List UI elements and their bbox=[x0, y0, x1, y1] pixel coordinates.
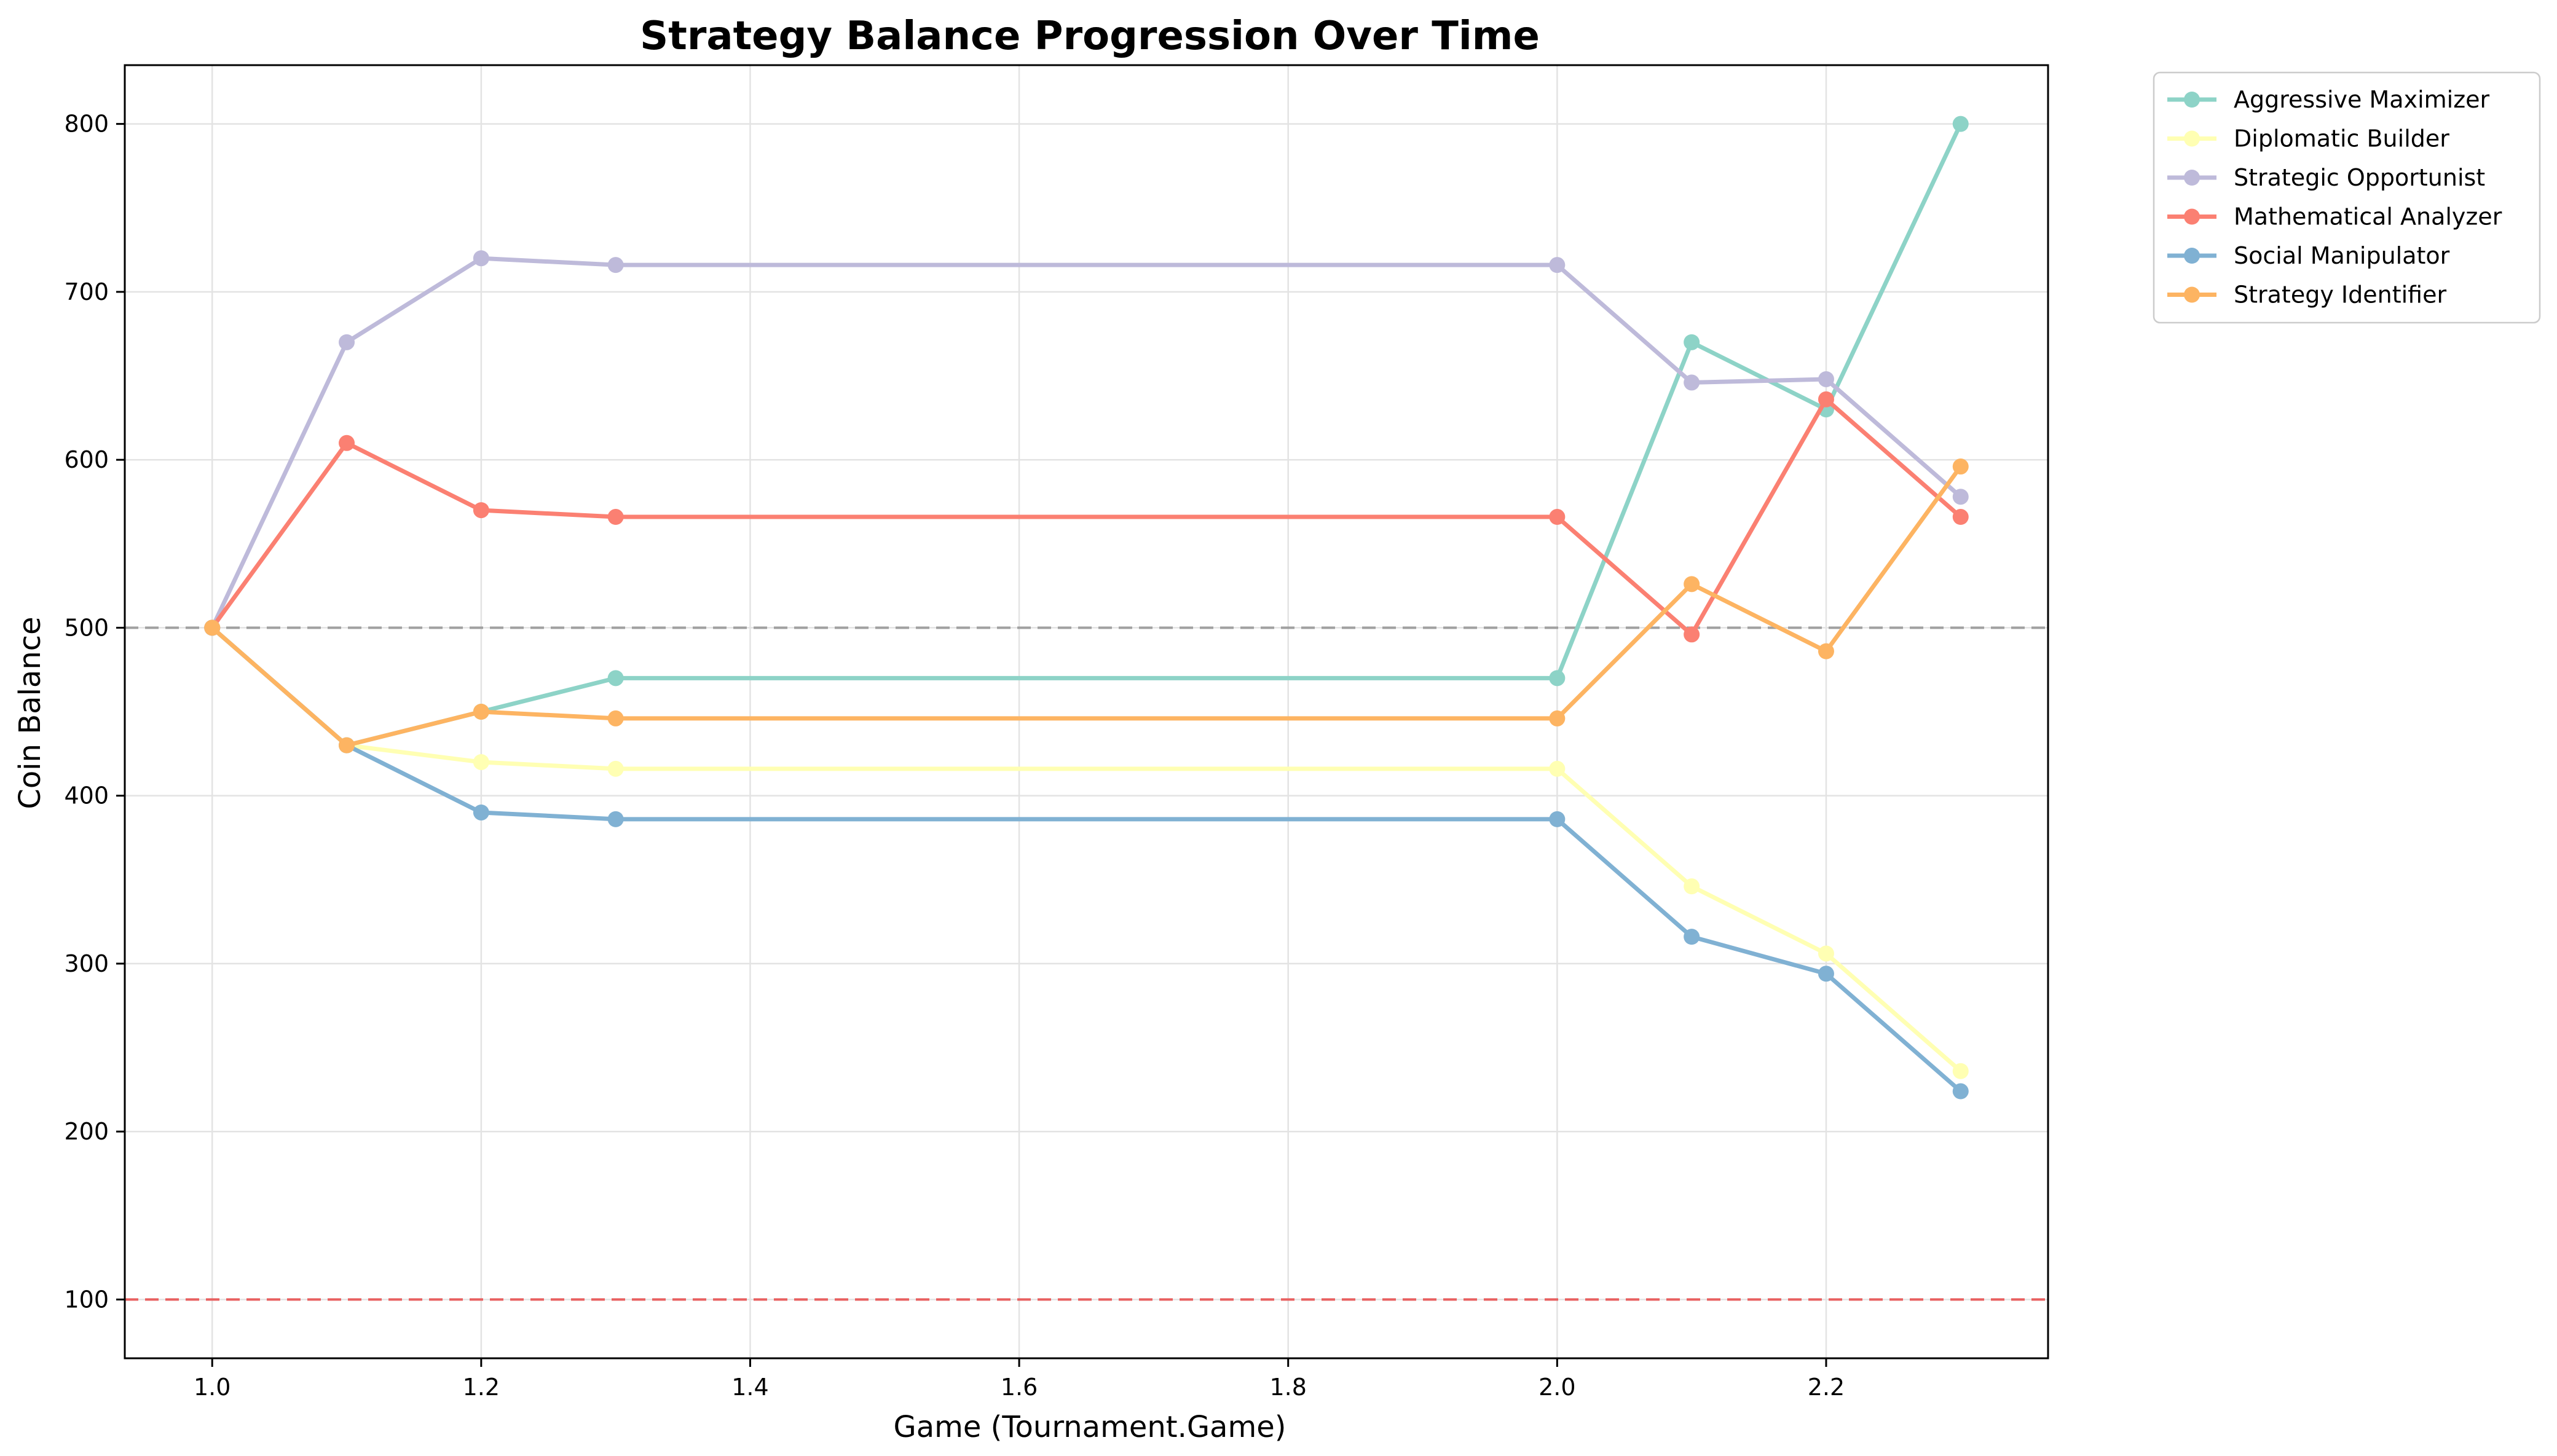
series-line bbox=[210, 397, 1963, 637]
series-social-manipulator bbox=[204, 620, 1969, 1100]
legend-item: Diplomatic Builder bbox=[2167, 125, 2449, 152]
y-tick-label: 700 bbox=[64, 278, 109, 305]
x-axis-ticks: 1.0 1.2 1.4 1.6 1.8 2.0 2.2 bbox=[194, 1358, 1845, 1401]
legend-swatch-marker bbox=[2184, 286, 2200, 303]
y-tick-label: 200 bbox=[64, 1118, 109, 1145]
x-tick-label: 1.8 bbox=[1269, 1374, 1306, 1401]
data-point bbox=[1684, 576, 1700, 592]
data-point bbox=[204, 620, 221, 636]
data-point bbox=[607, 710, 624, 726]
legend-item: Strategic Opportunist bbox=[2167, 164, 2485, 191]
legend-swatch-marker bbox=[2184, 208, 2200, 225]
data-point bbox=[607, 760, 624, 777]
data-point bbox=[1818, 371, 1834, 387]
data-point bbox=[473, 754, 489, 770]
data-point bbox=[473, 250, 489, 267]
plot-area-frame bbox=[124, 64, 2049, 1360]
y-axis-label: Coin Balance bbox=[13, 616, 47, 809]
data-point bbox=[607, 811, 624, 827]
series-diplomatic-builder bbox=[204, 620, 1969, 1079]
x-tick-label: 2.2 bbox=[1808, 1374, 1845, 1401]
legend-item: Strategy Identifier bbox=[2167, 281, 2446, 309]
data-point bbox=[1549, 811, 1566, 827]
data-point bbox=[339, 737, 355, 754]
data-point bbox=[1952, 509, 1969, 525]
legend-label: Aggressive Maximizer bbox=[2234, 86, 2490, 113]
grid bbox=[125, 65, 2048, 1358]
y-axis-ticks: 100 200 300 400 500 600 700 800 bbox=[64, 111, 125, 1313]
data-point bbox=[1684, 878, 1700, 895]
legend-swatch-marker bbox=[2184, 92, 2200, 108]
data-point bbox=[1952, 1063, 1969, 1079]
data-point bbox=[1818, 643, 1834, 659]
data-point bbox=[473, 804, 489, 820]
x-tick-label: 1.4 bbox=[731, 1374, 768, 1401]
x-tick-label: 2.0 bbox=[1539, 1374, 1575, 1401]
series-line bbox=[210, 625, 1963, 1074]
y-tick-label: 600 bbox=[64, 446, 109, 473]
legend-item: Social Manipulator bbox=[2167, 242, 2450, 269]
legend-label: Mathematical Analyzer bbox=[2234, 203, 2502, 230]
legend-label: Diplomatic Builder bbox=[2234, 125, 2449, 152]
legend-item: Mathematical Analyzer bbox=[2167, 203, 2502, 230]
reference-lines bbox=[125, 626, 2048, 1301]
data-point bbox=[1818, 966, 1834, 982]
series-line bbox=[210, 256, 1963, 630]
legend-swatch-marker bbox=[2184, 130, 2200, 147]
legend: Aggressive Maximizer Diplomatic Builder St… bbox=[2153, 71, 2541, 324]
data-point bbox=[339, 334, 355, 350]
series-strategy-identifier bbox=[204, 458, 1969, 754]
data-point bbox=[1549, 257, 1566, 273]
y-tick-label: 500 bbox=[64, 614, 109, 641]
data-point bbox=[1549, 670, 1566, 687]
data-point bbox=[473, 704, 489, 720]
chart-title: Strategy Balance Progression Over Time bbox=[640, 14, 1540, 59]
data-point bbox=[1818, 945, 1834, 962]
data-point bbox=[1952, 116, 1969, 132]
data-point bbox=[1952, 1083, 1969, 1100]
data-point bbox=[1684, 374, 1700, 391]
y-tick-label: 300 bbox=[64, 950, 109, 977]
data-point bbox=[1818, 391, 1834, 407]
legend-item: Aggressive Maximizer bbox=[2167, 86, 2490, 113]
x-axis-label: Game (Tournament.Game) bbox=[894, 1410, 1286, 1444]
data-point bbox=[1684, 929, 1700, 945]
legend-label: Strategic Opportunist bbox=[2234, 164, 2485, 191]
data-point bbox=[1684, 334, 1700, 350]
x-tick-label: 1.0 bbox=[194, 1374, 230, 1401]
data-point bbox=[607, 509, 624, 525]
data-point bbox=[473, 502, 489, 519]
data-point bbox=[1549, 509, 1566, 525]
data-point bbox=[607, 670, 624, 687]
series-strategic-opportunist bbox=[204, 250, 1969, 636]
series-line bbox=[210, 464, 1963, 748]
data-point bbox=[1952, 489, 1969, 505]
data-point bbox=[1549, 760, 1566, 777]
series-mathematical-analyzer bbox=[204, 391, 1969, 643]
data-point bbox=[607, 257, 624, 273]
legend-label: Social Manipulator bbox=[2234, 242, 2450, 269]
y-tick-label: 800 bbox=[64, 111, 109, 138]
series-lines bbox=[204, 116, 1969, 1100]
legend-swatch-marker bbox=[2184, 170, 2200, 186]
data-point bbox=[339, 435, 355, 451]
data-point bbox=[1952, 458, 1969, 475]
x-tick-label: 1.2 bbox=[463, 1374, 500, 1401]
y-tick-label: 100 bbox=[64, 1286, 109, 1313]
legend-label: Strategy Identifier bbox=[2234, 281, 2446, 309]
legend-box bbox=[2153, 71, 2541, 324]
series-line bbox=[210, 625, 1963, 1094]
legend-swatch-marker bbox=[2184, 248, 2200, 264]
data-point bbox=[1684, 626, 1700, 643]
data-point bbox=[1549, 710, 1566, 726]
series-line bbox=[210, 122, 1963, 748]
series-aggressive-maximizer bbox=[204, 116, 1969, 754]
y-tick-label: 400 bbox=[64, 782, 109, 809]
x-tick-label: 1.6 bbox=[1001, 1374, 1038, 1401]
